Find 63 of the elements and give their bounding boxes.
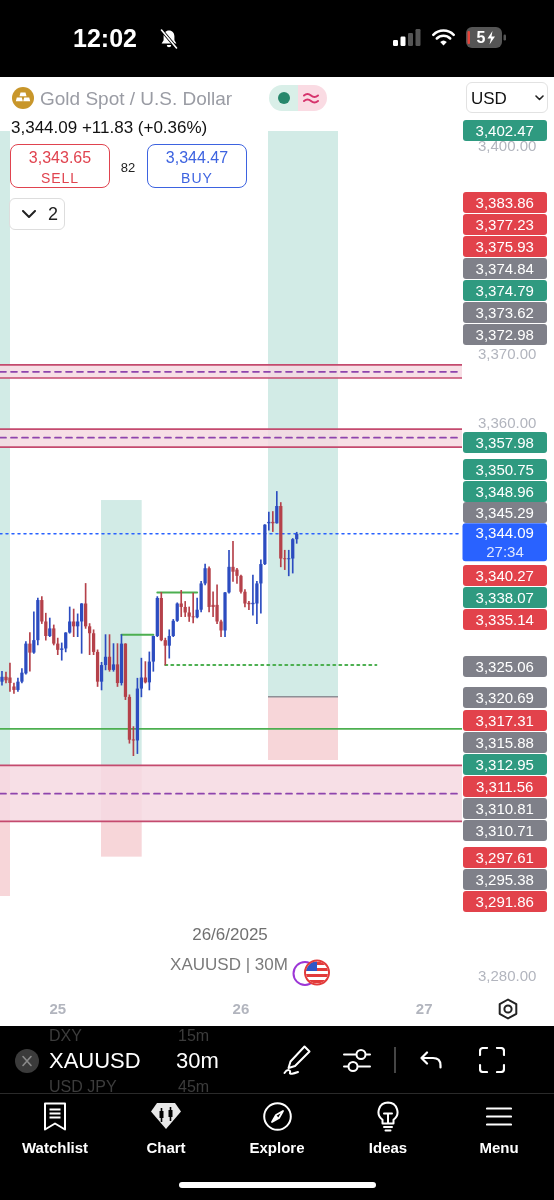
text: USD — [471, 88, 507, 108]
text: 3,291.86 — [462, 890, 547, 912]
x-tick-label: 27 — [415, 1000, 433, 1018]
text: 3,374.84 — [462, 257, 547, 279]
candlestick — [191, 592, 195, 624]
text: 3,320.69 — [462, 686, 547, 708]
text: 3,375.93 — [462, 235, 547, 257]
text: 3,310.71 — [462, 820, 547, 841]
annotation: 82 — [120, 159, 136, 175]
text: 3,374.79 — [462, 279, 547, 301]
text: DXY — [49, 1027, 82, 1044]
text: 27:34 — [486, 542, 524, 560]
annotation: BUY — [181, 170, 213, 186]
candlestick — [8, 662, 12, 692]
text: 3,357.98 — [462, 431, 547, 453]
annotation: 3,344.47 — [165, 149, 229, 166]
y-tick-label: 3,370.00 — [478, 344, 537, 362]
text: 3,338.07 — [462, 586, 547, 608]
chart-title: Gold Spot / U.S. Dollar — [40, 87, 233, 109]
x-tick-label: 26 — [232, 1000, 250, 1018]
text: USD JPY — [49, 1078, 117, 1095]
text: Chart — [146, 1138, 186, 1156]
text: 30m — [176, 1048, 219, 1073]
text: 3,377.23 — [462, 213, 547, 235]
text: 3,315.88 — [462, 732, 547, 753]
text: 3,383.86 — [462, 191, 547, 213]
text: Explore — [249, 1138, 305, 1156]
annotation: XAUUSD | 30M — [170, 954, 288, 974]
y-tick-label: 3,360.00 — [478, 413, 537, 431]
text: 3,372.98 — [462, 323, 547, 345]
x-tick-label: 25 — [49, 1000, 67, 1018]
y-tick-label: 3,280.00 — [478, 967, 537, 985]
text: 3,340.27 — [462, 564, 547, 586]
text: 3,335.14 — [462, 608, 547, 630]
text: Ideas — [368, 1138, 408, 1156]
text: Watchlist — [21, 1138, 89, 1156]
text: 3,312.95 — [462, 754, 547, 775]
text: 3,295.38 — [462, 868, 547, 890]
text: Menu — [479, 1138, 519, 1156]
annotation: 2 — [47, 204, 59, 224]
text: 12:02 — [73, 23, 137, 52]
text: XAUUSD — [49, 1048, 141, 1073]
candlestick — [28, 632, 32, 672]
text: 15m — [178, 1027, 210, 1044]
text: 5 — [476, 29, 486, 46]
text: 3,345.29 — [462, 502, 547, 523]
text: 3,348.96 — [462, 480, 547, 502]
text: 3,402.47 — [462, 119, 547, 141]
annotation: 3,343.65 — [28, 149, 92, 166]
annotation: SELL — [40, 170, 80, 186]
candlestick — [231, 540, 235, 582]
text: 45m — [178, 1078, 210, 1095]
text: 3,311.56 — [462, 776, 547, 797]
text: 3,373.62 — [462, 301, 547, 323]
text: 3,350.75 — [462, 458, 547, 480]
ref-line-label: 3,344.09 — [475, 523, 534, 541]
text: 3,325.06 — [462, 655, 547, 677]
text: 3,297.61 — [462, 846, 547, 868]
text: 3,310.81 — [462, 798, 547, 819]
candlestick — [72, 608, 76, 638]
annotation: 26/6/2025 — [192, 924, 268, 944]
text: 3,317.31 — [462, 710, 547, 731]
chart-subtitle: 3,344.09 +11.83 (+0.36%) — [11, 117, 208, 137]
